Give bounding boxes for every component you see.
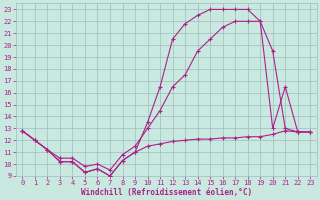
X-axis label: Windchill (Refroidissement éolien,°C): Windchill (Refroidissement éolien,°C) [81,188,252,197]
